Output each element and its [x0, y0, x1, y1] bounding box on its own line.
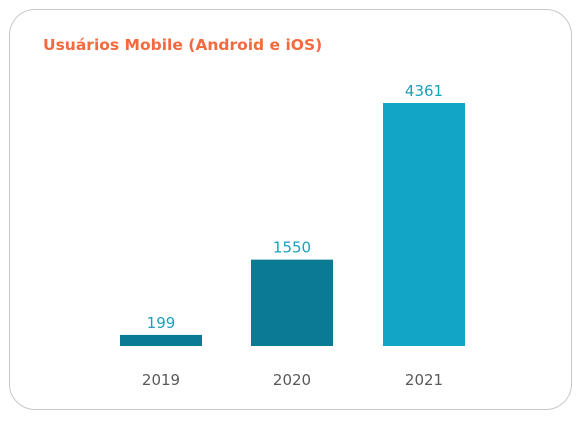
value-label-2019: 199: [147, 314, 176, 332]
value-label-2020: 1550: [273, 239, 311, 257]
bar-2019: [120, 334, 202, 346]
bar-2021: [383, 103, 465, 346]
category-labels-group: 2019 2020 2021: [142, 371, 443, 389]
bar-2020: [251, 259, 333, 346]
category-label-2021: 2021: [405, 371, 443, 389]
value-label-2021: 4361: [405, 82, 443, 100]
category-label-2019: 2019: [142, 371, 180, 389]
bars-group: [120, 103, 465, 346]
category-label-2020: 2020: [273, 371, 311, 389]
value-labels-group: 199 1550 4361: [147, 82, 443, 332]
chart-title: Usuários Mobile (Android e iOS): [43, 36, 323, 54]
